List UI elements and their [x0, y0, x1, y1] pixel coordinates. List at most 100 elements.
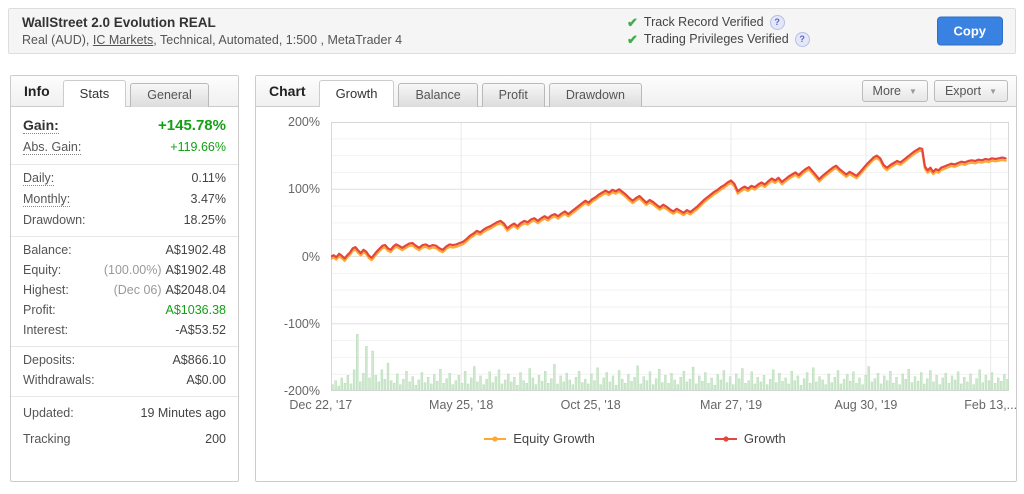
stat-value: (Dec 06) A$2048.04 — [114, 283, 226, 297]
info-panel-label: Info — [24, 83, 50, 99]
y-tick-label: 200% — [288, 115, 320, 129]
verification-label: Trading Privileges Verified — [643, 32, 789, 46]
stat-value-text: A$1036.38 — [165, 303, 226, 317]
tab-general[interactable]: General — [130, 83, 209, 107]
stats-section: Balance: A$1902.48 Equity: (100.00%) A$1902.… — [11, 237, 238, 347]
stat-row: Withdrawals: A$0.00 — [11, 370, 238, 390]
stat-row: Interest: -A$53.52 — [11, 320, 238, 340]
x-tick-label: Mar 27, '19 — [699, 398, 763, 412]
stat-row: Highest: (Dec 06) A$2048.04 — [11, 280, 238, 300]
stats-section: Gain: +145.78% Abs. Gain: +119.66% — [11, 107, 238, 165]
stat-label: Deposits: — [23, 353, 76, 367]
stat-value: 3.47% — [191, 192, 226, 206]
chevron-down-icon: ▼ — [989, 86, 997, 96]
stat-value: +119.66% — [170, 140, 226, 154]
stat-value: 0.11% — [191, 171, 226, 185]
x-tick-label: Feb 13,... — [964, 398, 1018, 412]
stat-value: +145.78% — [158, 117, 226, 134]
y-tick-label: 0% — [301, 249, 320, 264]
stat-label: Updated: — [23, 406, 74, 420]
stat-value-text: A$1902.48 — [165, 243, 226, 257]
stat-row: Equity: (100.00%) A$1902.48 — [11, 260, 238, 280]
stat-value-muted: (Dec 06) — [113, 283, 162, 297]
account-title: WallStreet 2.0 Evolution REAL — [22, 15, 216, 30]
verification-badges: ✔ Track Record Verified? ✔ Trading Privileg… — [627, 14, 810, 48]
stat-label: Withdrawals: — [23, 373, 95, 387]
y-tick-label: -200% — [283, 384, 320, 398]
check-icon: ✔ — [627, 32, 638, 47]
stat-row: Tracking 200 — [11, 426, 238, 452]
tab-growth[interactable]: Growth — [318, 80, 395, 107]
stat-value: 200 — [205, 432, 226, 446]
stat-value: A$1036.38 — [166, 303, 226, 317]
verification-row: ✔ Trading Privileges Verified? — [627, 31, 810, 48]
chart-tabbar: Chart Growth Balance Profit Drawdown More ▼ … — [256, 76, 1016, 107]
stats-section: Updated: 19 Minutes ago Tracking 200 — [11, 397, 238, 458]
tab-profit[interactable]: Profit — [481, 83, 545, 107]
export-dropdown[interactable]: Export ▼ — [933, 80, 1008, 102]
stat-row: Gain: +145.78% — [11, 110, 238, 137]
info-tabs: Stats General — [62, 76, 213, 107]
help-icon[interactable]: ? — [794, 32, 810, 47]
broker-link[interactable]: IC Markets — [92, 33, 154, 47]
stats-section: Daily: 0.11% Monthly: 3.47% Drawdown: 18.25% — [11, 165, 238, 237]
account-subtitle: Real (AUD), IC Markets, Technical, Autom… — [22, 32, 402, 48]
chart-plot-area — [331, 122, 1009, 391]
tab-drawdown[interactable]: Drawdown — [548, 83, 642, 107]
legend-item-growth[interactable]: Growth — [714, 431, 786, 446]
account-header: WallStreet 2.0 Evolution REAL Real (AUD)… — [8, 8, 1016, 54]
stat-value-text: 0.11% — [191, 171, 226, 185]
stat-label[interactable]: Daily: — [23, 171, 55, 186]
stat-row: Updated: 19 Minutes ago — [11, 400, 238, 426]
stat-row: Drawdown: 18.25% — [11, 210, 238, 230]
more-dropdown[interactable]: More ▼ — [861, 80, 928, 102]
stats-section: Deposits: A$866.10 Withdrawals: A$0.00 — [11, 347, 238, 397]
x-tick-label: Oct 25, '18 — [560, 398, 621, 412]
chevron-down-icon: ▼ — [909, 86, 917, 96]
stat-label[interactable]: Monthly: — [23, 192, 71, 207]
stat-row: Monthly: 3.47% — [11, 189, 238, 210]
stat-row: Profit: A$1036.38 — [11, 300, 238, 320]
stat-value: A$0.00 — [186, 373, 226, 387]
stats-list: Gain: +145.78% Abs. Gain: +119.66% Daily: 0.1… — [11, 107, 238, 458]
y-tick-label: 100% — [288, 182, 320, 197]
copy-button[interactable]: Copy — [936, 16, 1003, 46]
stat-value: A$866.10 — [172, 353, 226, 367]
info-panel: Info Stats General Gain: +145.78% Abs. Gain… — [10, 75, 239, 482]
stat-row: Daily: 0.11% — [11, 168, 238, 189]
chart-panel: Chart Growth Balance Profit Drawdown More ▼ … — [255, 75, 1017, 482]
legend-marker-icon — [714, 435, 737, 442]
stat-value-text: -A$53.52 — [175, 323, 226, 337]
stat-value-text: A$2048.04 — [165, 283, 226, 297]
stat-label[interactable]: Abs. Gain: — [23, 140, 82, 155]
stat-label: Drawdown: — [23, 213, 86, 227]
stat-label: Balance: — [23, 243, 72, 257]
stat-row: Deposits: A$866.10 — [11, 350, 238, 370]
stat-value: -A$53.52 — [175, 323, 226, 337]
subtitle-prefix: Real (AUD), — [22, 33, 93, 47]
subtitle-suffix: , Technical, Automated, 1:500 , MetaTrad… — [153, 33, 403, 47]
growth-chart-svg — [331, 122, 1009, 391]
stat-value-muted: (100.00%) — [103, 263, 162, 277]
tab-balance[interactable]: Balance — [398, 83, 478, 107]
stat-value-text: A$866.10 — [172, 353, 226, 367]
chart-actions: More ▼ Export ▼ — [861, 80, 1008, 102]
tab-stats[interactable]: Stats — [62, 80, 127, 107]
legend-label: Equity Growth — [513, 431, 595, 446]
stat-row: Balance: A$1902.48 — [11, 240, 238, 260]
stat-value-text: 3.47% — [190, 192, 226, 206]
y-tick-label: -100% — [283, 316, 320, 331]
legend-item-equity-growth[interactable]: Equity Growth — [484, 431, 595, 446]
growth-chart[interactable]: 200% 100% 0% -100% -200% Dec 22, '17 May 25, … — [256, 107, 1018, 481]
stat-value-text: A$1902.48 — [165, 263, 226, 277]
stat-value: A$1902.48 — [166, 243, 226, 257]
verification-label: Track Record Verified — [643, 15, 764, 29]
stat-value-text: 19 Minutes ago — [140, 406, 226, 420]
stat-label[interactable]: Gain: — [23, 117, 59, 134]
help-icon[interactable]: ? — [769, 15, 785, 30]
stat-value: (100.00%) A$1902.48 — [104, 263, 226, 277]
stat-label: Highest: — [23, 283, 69, 297]
stat-value-text: 200 — [205, 432, 226, 446]
check-icon: ✔ — [627, 15, 638, 30]
